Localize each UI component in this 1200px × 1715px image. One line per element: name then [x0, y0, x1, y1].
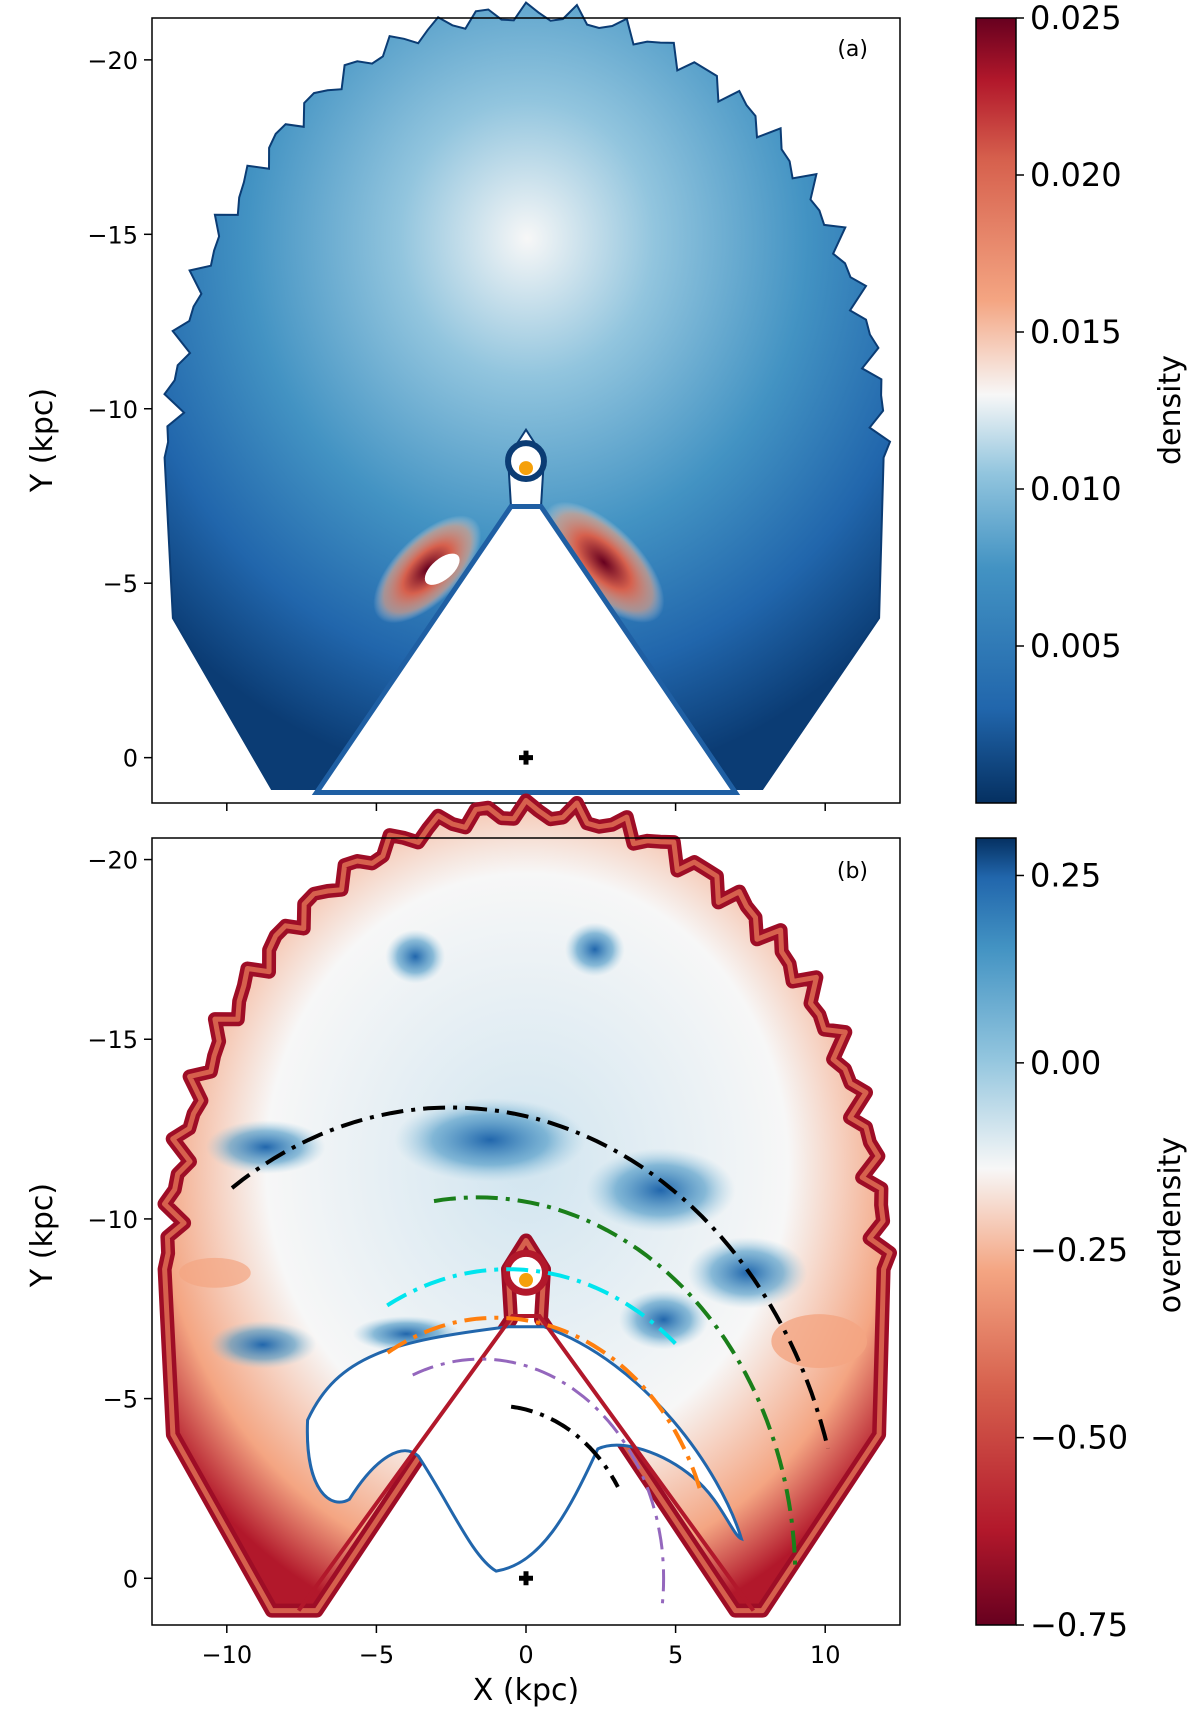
- overdensity-heatmap: [157, 793, 897, 1618]
- overdensity-blob-6: [208, 1320, 317, 1369]
- colorbar-tick-label: 0.025: [1030, 0, 1122, 37]
- panel-a-y-axis-title: Y (kpc): [25, 388, 60, 493]
- colorbar-tick-label: 0.010: [1030, 470, 1122, 508]
- colorbar-tick-label: 0.005: [1030, 627, 1122, 665]
- overdensity-blob-1: [385, 929, 446, 984]
- spiral-arm-arc-0: [230, 1105, 830, 1449]
- y-tick-label: −10: [87, 396, 138, 424]
- galactic-centre-marker: [519, 750, 533, 765]
- colorbar-tick-label: 0.020: [1030, 156, 1122, 194]
- x-tick-label: 0: [518, 1641, 533, 1669]
- y-tick-label: −10: [87, 1206, 138, 1234]
- spiral-arm-arc-1: [433, 1195, 798, 1566]
- spiral-arm-arc-2: [386, 1267, 682, 1350]
- y-tick-label: −5: [103, 570, 138, 598]
- overdensity-empty-region: [305, 1325, 744, 1573]
- x-tick-label: −5: [359, 1641, 394, 1669]
- y-tick-label: −20: [87, 47, 138, 75]
- density-peak-right: [543, 501, 665, 623]
- spiral-arm-arc-4: [412, 1357, 666, 1609]
- density-colorbar-bar: [975, 17, 1017, 804]
- density-colorbar-title: density: [1153, 355, 1188, 465]
- colorbar-tick-label: 0.25: [1030, 856, 1101, 894]
- overdensity-blob-0: [205, 1120, 326, 1174]
- spiral-arm-arcs: [230, 1105, 830, 1609]
- overdensity-sun-hole: [503, 1249, 549, 1296]
- galactic-centre-marker: [519, 1571, 533, 1586]
- colorbar-tick-label: 0.00: [1030, 1044, 1101, 1082]
- sun-marker: [519, 1273, 533, 1288]
- panel-a-tag: (a): [837, 37, 868, 62]
- y-tick-label: −5: [103, 1386, 138, 1414]
- density-cone: [311, 503, 741, 796]
- sun-marker: [519, 461, 533, 476]
- density-gap: [424, 553, 460, 585]
- panel-a: −20 −15 −10 −5 0 (a) Y (kpc): [25, 1, 901, 811]
- colorbar-tick-label: −0.50: [1030, 1419, 1128, 1457]
- density-peak-left: [373, 515, 482, 624]
- colorbar-tick-label: −0.75: [1030, 1606, 1128, 1644]
- panel-a-y-ticks: −20 −15 −10 −5 0: [87, 47, 152, 773]
- y-tick-label: −15: [87, 1026, 138, 1054]
- density-colorbar: 0.005 0.010 0.015 0.020 0.025 density: [975, 0, 1188, 804]
- panel-b-x-axis-title: X (kpc): [473, 1673, 579, 1708]
- panel-b-x-ticks: −10 −5 0 5 10: [201, 1625, 840, 1669]
- overdensity-blob-4: [585, 1148, 736, 1233]
- overdensity-edge: [162, 798, 893, 1614]
- y-tick-label: 0: [123, 1565, 138, 1593]
- y-tick-label: −15: [87, 221, 138, 249]
- overdensity-blob-2: [564, 922, 625, 977]
- density-heatmap: [163, 1, 892, 796]
- overdensity-colorbar-ticks: 0.25 0.00 −0.25 −0.50 −0.75: [1016, 856, 1128, 1644]
- overdensity-underdense-right: [771, 1314, 868, 1369]
- y-tick-label: 0: [123, 745, 138, 773]
- panel-b-y-ticks: −20 −15 −10 −5 0: [87, 847, 152, 1593]
- x-tick-label: 5: [668, 1641, 683, 1669]
- overdensity-cone-edge: [296, 1313, 756, 1612]
- panel-b: −20 −15 −10 −5 0 −10 −5 0 5 10 (b) Y (kpc) X (kp…: [25, 793, 901, 1708]
- x-tick-label: 10: [810, 1641, 841, 1669]
- panel-b-y-axis-title: Y (kpc): [25, 1183, 60, 1288]
- overdensity-blob-3: [394, 1097, 586, 1182]
- panel-a-markers: [519, 461, 533, 765]
- panel-b-markers: [519, 1273, 533, 1586]
- overdensity-colorbar: 0.25 0.00 −0.25 −0.50 −0.75 overdensity: [975, 837, 1188, 1644]
- colorbar-tick-label: −0.25: [1030, 1231, 1128, 1269]
- colorbar-tick-label: 0.015: [1030, 313, 1122, 351]
- spiral-arm-arc-5: [510, 1404, 620, 1488]
- y-tick-label: −20: [87, 847, 138, 875]
- density-footprint: [163, 1, 892, 790]
- overdensity-blob-8: [618, 1289, 709, 1350]
- overdensity-underdense-left: [178, 1257, 251, 1288]
- density-colorbar-ticks: 0.005 0.010 0.015 0.020 0.025: [1016, 0, 1122, 665]
- overdensity-colorbar-title: overdensity: [1153, 1137, 1188, 1313]
- overdensity-colorbar-bar: [975, 837, 1017, 1626]
- panel-b-tag: (b): [837, 859, 868, 884]
- x-tick-label: −10: [201, 1641, 252, 1669]
